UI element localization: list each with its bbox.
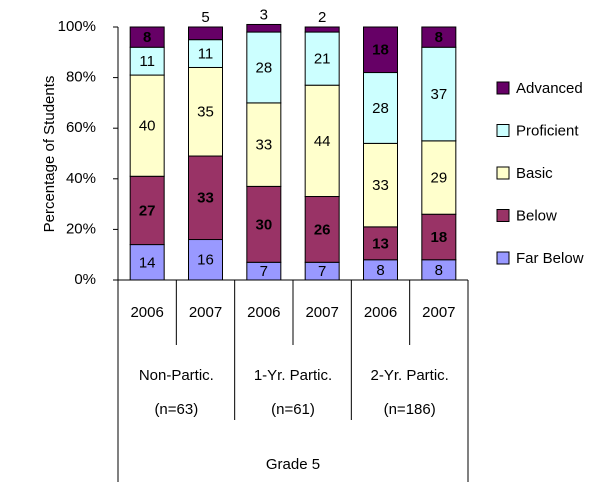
value-label: 28: [372, 100, 389, 117]
x-tick-label: 2007: [305, 304, 338, 321]
y-tick-label: 40%: [66, 170, 96, 187]
x-tick-label: 2006: [247, 304, 280, 321]
value-label: 40: [139, 118, 156, 135]
x-tick-label: 2006: [364, 304, 397, 321]
bar-segment: [129, 26, 165, 48]
bar-segment: [421, 26, 457, 48]
y-tick-label: 0%: [74, 271, 96, 288]
x-tick-label: 2007: [189, 304, 222, 321]
value-label: 16: [197, 252, 214, 269]
legend-swatch: [496, 81, 510, 95]
bar-segment: [421, 140, 457, 215]
group-label: 1-Yr. Partic.: [254, 367, 332, 384]
value-label: 8: [435, 29, 443, 46]
value-label: 26: [314, 221, 331, 238]
bar-segment: [363, 72, 398, 144]
bar-segment: [304, 26, 340, 33]
value-label: 27: [139, 202, 156, 219]
legend-swatch: [496, 209, 510, 222]
bar-segment: [363, 26, 398, 74]
y-tick-label: 100%: [58, 18, 96, 35]
bar-segment: [304, 196, 340, 263]
bar-segment: [246, 102, 282, 187]
legend-label: Advanced: [516, 80, 583, 97]
value-label: 13: [372, 235, 389, 252]
group-label: 2-Yr. Partic.: [370, 367, 448, 384]
value-label: 8: [435, 262, 443, 279]
x-tick-label: 2006: [130, 304, 163, 321]
bar-segment: [188, 39, 223, 68]
group-size: (n=61): [271, 401, 315, 418]
bar-segment: [304, 31, 340, 86]
bar-segment: [188, 26, 223, 41]
y-tick-label: 60%: [66, 119, 96, 136]
value-label: 29: [430, 170, 447, 187]
bar-segment: [246, 23, 282, 33]
bar-segment: [421, 46, 457, 142]
y-tick-label: 80%: [66, 69, 96, 86]
bar-segment: [363, 226, 398, 261]
value-label: 5: [201, 9, 209, 26]
value-label: 30: [255, 216, 272, 233]
bar-segment: [129, 175, 165, 246]
legend-label: Below: [516, 207, 557, 224]
value-label: 35: [197, 104, 214, 121]
group-size: (n=186): [384, 401, 436, 418]
value-label: 33: [372, 177, 389, 194]
value-label: 18: [430, 229, 447, 246]
legend-label: Proficient: [516, 122, 579, 139]
x-tick-label: 2007: [422, 304, 455, 321]
legend-swatch: [496, 166, 510, 180]
value-label: 28: [255, 59, 272, 76]
value-label: 8: [143, 29, 151, 46]
y-tick-label: 20%: [66, 220, 96, 237]
bar-segment: [363, 142, 398, 228]
bar-segment: [129, 74, 165, 177]
legend-swatch: [496, 251, 510, 265]
value-label: 21: [314, 51, 331, 68]
value-label: 7: [318, 263, 326, 280]
value-label: 8: [376, 262, 384, 279]
value-label: 33: [197, 190, 214, 207]
bar-segment: [246, 31, 282, 104]
bar-segment: [188, 155, 223, 241]
value-label: 44: [314, 133, 331, 150]
value-label: 14: [139, 254, 156, 271]
group-label: Non-Partic.: [139, 367, 214, 384]
value-label: 33: [255, 137, 272, 154]
value-label: 11: [139, 53, 155, 70]
value-label: 3: [260, 6, 268, 23]
legend-label: Basic: [516, 165, 553, 182]
y-axis-label: Percentage of Students: [41, 76, 58, 233]
group-size: (n=63): [154, 401, 198, 418]
legend-label: Far Below: [516, 250, 584, 267]
legend-swatch: [496, 124, 510, 137]
value-label: 11: [198, 46, 214, 63]
value-label: 7: [260, 263, 268, 280]
value-label: 37: [430, 86, 447, 103]
value-label: 2: [318, 9, 326, 26]
value-label: 18: [372, 42, 389, 59]
supergroup-label: Grade 5: [266, 456, 320, 473]
bar-segment: [304, 84, 340, 198]
